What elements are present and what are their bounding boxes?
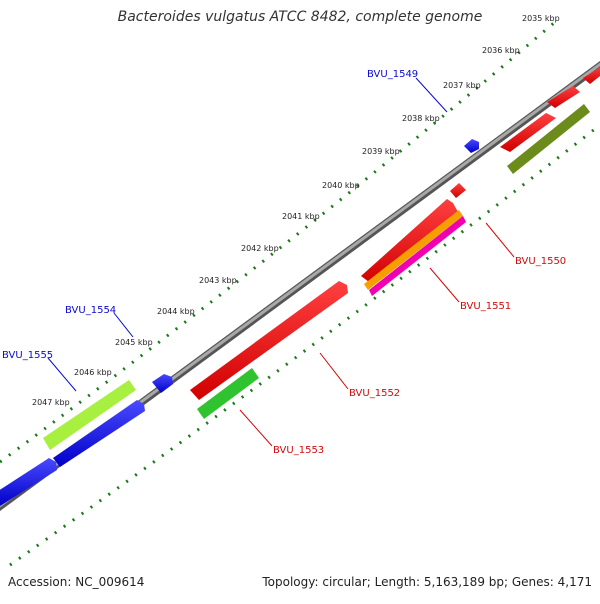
- scale-track-inner: [9, 123, 600, 567]
- accession-text: Accession: NC_009614: [8, 575, 145, 589]
- scale-track-outer: [0, 20, 556, 464]
- scale-label: 2041 kbp: [282, 212, 320, 221]
- feature-bar-olive: [507, 104, 590, 174]
- scale-label: 2043 kbp: [199, 276, 237, 285]
- scale-label: 2045 kbp: [115, 338, 153, 347]
- scale-label: 2042 kbp: [241, 244, 279, 253]
- feature-bar-green: [197, 368, 259, 419]
- gene-arrow-top-right-2[interactable]: [583, 66, 600, 84]
- feature-bar-magenta: [369, 216, 466, 296]
- gene-arrow-left-blue[interactable]: [0, 458, 57, 506]
- map-title: Bacteroides vulgatus ATCC 8482, complete…: [117, 9, 483, 25]
- scale-label: 2039 kbp: [362, 147, 400, 156]
- feature-bar-lime: [43, 380, 136, 450]
- gene-arrow-small-red[interactable]: [450, 183, 466, 198]
- gene-label-leaders: [47, 77, 515, 447]
- genome-summary-text: Topology: circular; Length: 5,163,189 bp…: [262, 575, 592, 589]
- scale-label: 2037 kbp: [443, 81, 481, 90]
- gene-label-bvu-1552: BVU_1552: [349, 388, 400, 399]
- scale-label: 2038 kbp: [402, 114, 440, 123]
- scale-label: 2040 kbp: [322, 181, 360, 190]
- scale-label: 2044 kbp: [157, 307, 195, 316]
- scale-labels: 2035 kbp 2036 kbp 2037 kbp 2038 kbp 2039 kbp…: [32, 14, 560, 407]
- gene-arrow-bvu-1555[interactable]: [53, 400, 145, 467]
- gene-label-bvu-1550: BVU_1550: [515, 256, 566, 267]
- gene-label-bvu-1553: BVU_1553: [273, 445, 324, 456]
- scale-label: 2035 kbp: [522, 14, 560, 23]
- scale-label: 2046 kbp: [74, 368, 112, 377]
- gene-label-bvu-1551: BVU_1551: [460, 301, 511, 312]
- gene-label-bvu-1549: BVU_1549: [367, 69, 418, 80]
- gene-arrow-bvu-1551[interactable]: [361, 199, 458, 285]
- scale-label: 2036 kbp: [482, 46, 520, 55]
- gene-arrow-bvu-1550[interactable]: [500, 113, 556, 152]
- gene-arrow-bvu-1552[interactable]: [190, 281, 348, 400]
- gene-arrow-bvu-1554[interactable]: [152, 374, 173, 393]
- gene-labels: BVU_1549 BVU_1554 BVU_1555 BVU_1550 BVU_…: [2, 69, 566, 456]
- gene-label-bvu-1555: BVU_1555: [2, 350, 53, 361]
- gene-arrow-bvu-1549[interactable]: [464, 139, 479, 153]
- gene-arrow-top-right-1[interactable]: [547, 86, 580, 108]
- gene-label-bvu-1554: BVU_1554: [65, 305, 116, 316]
- feature-bar-orange: [364, 210, 463, 290]
- scale-label: 2047 kbp: [32, 398, 70, 407]
